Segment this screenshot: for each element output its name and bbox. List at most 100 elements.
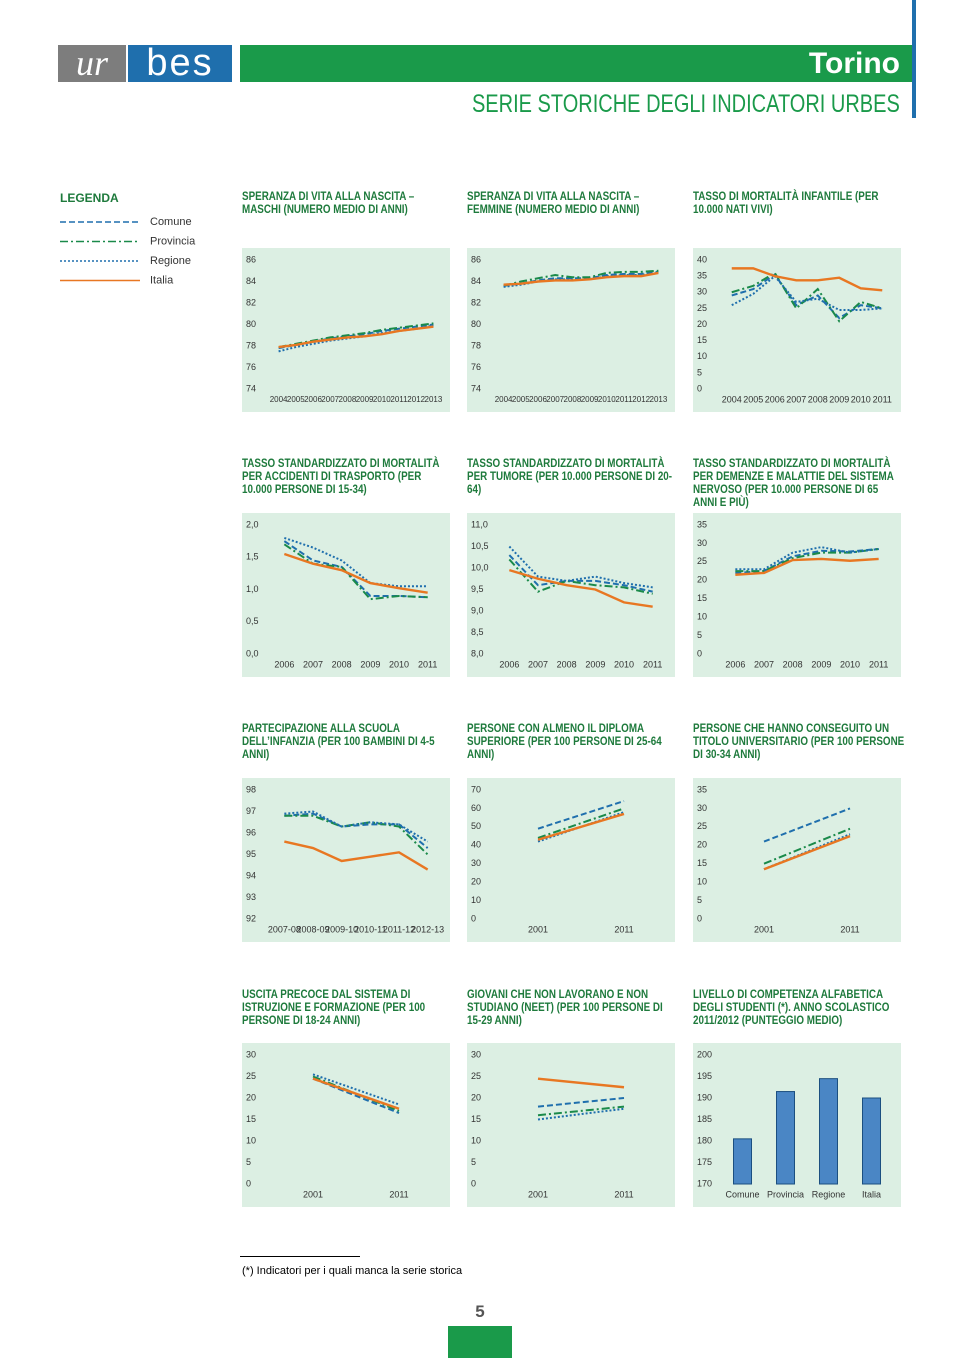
x-tick-label: 2011 [869, 659, 888, 669]
series-line [508, 558, 653, 595]
y-tick-label: 0 [697, 648, 702, 658]
y-tick-label: 10 [471, 895, 481, 905]
x-tick-label: 2009-10 [325, 924, 358, 934]
bar [862, 1097, 881, 1185]
y-tick-label: 30 [471, 858, 481, 868]
x-tick-label: 2009 [356, 395, 374, 404]
y-tick-label: 25 [246, 1071, 256, 1081]
y-tick-label: 93 [246, 892, 256, 902]
plot-background [467, 778, 675, 942]
y-tick-label: 60 [471, 803, 481, 813]
x-tick-label: 2010 [851, 394, 871, 404]
y-tick-label: 86 [471, 254, 481, 264]
chart-title: PERSONE CHE HANNO CONSEGUITO UN TITOLO U… [693, 721, 905, 761]
y-tick-label: 95 [246, 849, 256, 859]
y-tick-label: 74 [246, 383, 256, 393]
series-line [312, 1077, 400, 1110]
chart-title: TASSO DI MORTALITÀ INFANTILE (PER 10.000… [693, 189, 879, 216]
y-tick-label: 1,5 [246, 552, 259, 562]
chart-title: SPERANZA DI VITA ALLA NASCITA – MASCHI (… [242, 189, 415, 216]
y-tick-label: 8,5 [471, 627, 484, 637]
x-tick-label: 2007 [528, 659, 548, 669]
x-tick-label: 2009 [360, 659, 380, 669]
y-tick-label: 10,5 [471, 541, 489, 551]
x-tick-label: 2011 [418, 659, 437, 669]
y-tick-label: 78 [246, 340, 256, 350]
y-tick-label: 30 [471, 1049, 481, 1059]
x-tick-label: 2001 [528, 924, 548, 934]
y-tick-label: 8,0 [471, 648, 484, 658]
x-tick-label: 2007 [546, 395, 564, 404]
series-line [284, 810, 429, 843]
x-tick-label: 2004 [270, 395, 288, 404]
x-tick-label: 2010 [373, 395, 391, 404]
x-tick-label: 2011 [873, 394, 892, 404]
x-tick-label: 2008 [557, 659, 577, 669]
y-tick-label: 84 [471, 276, 481, 286]
header-rule [912, 0, 916, 118]
y-tick-label: 86 [246, 254, 256, 264]
y-tick-label: 0 [697, 383, 702, 393]
y-tick-label: 35 [697, 519, 707, 529]
y-tick-label: 82 [471, 297, 481, 307]
x-tick-label: 2007 [303, 659, 323, 669]
y-tick-label: 76 [246, 362, 256, 372]
y-tick-label: 25 [697, 556, 707, 566]
x-tick-label: 2009 [581, 395, 599, 404]
x-tick-label: 2011-12 [383, 924, 415, 934]
y-tick-label: 10 [697, 877, 707, 887]
y-tick-label: 40 [471, 840, 481, 850]
series-line [284, 812, 429, 849]
y-tick-label: 82 [246, 297, 256, 307]
plot-background [693, 248, 901, 412]
x-tick-label: 2001 [303, 1189, 323, 1199]
y-tick-label: 175 [697, 1157, 712, 1167]
y-tick-label: 96 [246, 827, 256, 837]
x-tick-label: 2008 [332, 659, 352, 669]
x-tick-label: 2006 [274, 659, 294, 669]
subtitle: SERIE STORICHE DEGLI INDICATORI URBES [472, 90, 900, 118]
series-line [735, 557, 879, 576]
series-line [537, 1105, 625, 1117]
y-tick-label: 10 [471, 1135, 481, 1145]
y-tick-label: 78 [471, 340, 481, 350]
x-tick-label: 2010 [389, 659, 409, 669]
plot-background [242, 1043, 450, 1207]
y-tick-label: 9,5 [471, 584, 484, 594]
x-tick-label: 2010-11 [354, 924, 386, 934]
y-tick-label: 30 [246, 1049, 256, 1059]
x-tick-label: 2010 [840, 659, 860, 669]
series-line [278, 322, 434, 349]
y-tick-label: 25 [697, 821, 707, 831]
series-line [278, 323, 434, 350]
y-tick-label: 0 [246, 1178, 251, 1188]
series-line [278, 325, 434, 349]
plot-background [693, 778, 901, 942]
y-tick-label: 0 [697, 913, 702, 923]
plot-background [467, 248, 675, 412]
x-tick-label: Provincia [767, 1189, 804, 1199]
plot-background [467, 1043, 675, 1207]
series-line [537, 1107, 625, 1121]
x-tick-label: 2008 [564, 395, 582, 404]
x-tick-label: 2006 [304, 395, 322, 404]
bar [776, 1091, 795, 1185]
x-tick-label: 2008 [783, 659, 803, 669]
chart-title: USCITA PRECOCE DAL SISTEMA DI ISTRUZIONE… [242, 987, 426, 1027]
series-line [508, 554, 653, 593]
series-line [763, 833, 851, 871]
series-line [537, 807, 625, 839]
bar [819, 1078, 838, 1185]
y-tick-label: 15 [697, 335, 707, 345]
x-tick-label: 2005 [512, 395, 530, 404]
series-line [283, 543, 428, 601]
series-line [537, 1097, 625, 1108]
chart-title: TASSO STANDARDIZZATO DI MORTALITÀ PER DE… [693, 456, 894, 509]
series-line [763, 807, 851, 843]
y-tick-label: 5 [697, 895, 702, 905]
header-band [240, 45, 912, 82]
y-tick-label: 190 [697, 1092, 712, 1102]
series-line [763, 834, 851, 871]
series-line [537, 1077, 625, 1089]
y-tick-label: 5 [697, 630, 702, 640]
